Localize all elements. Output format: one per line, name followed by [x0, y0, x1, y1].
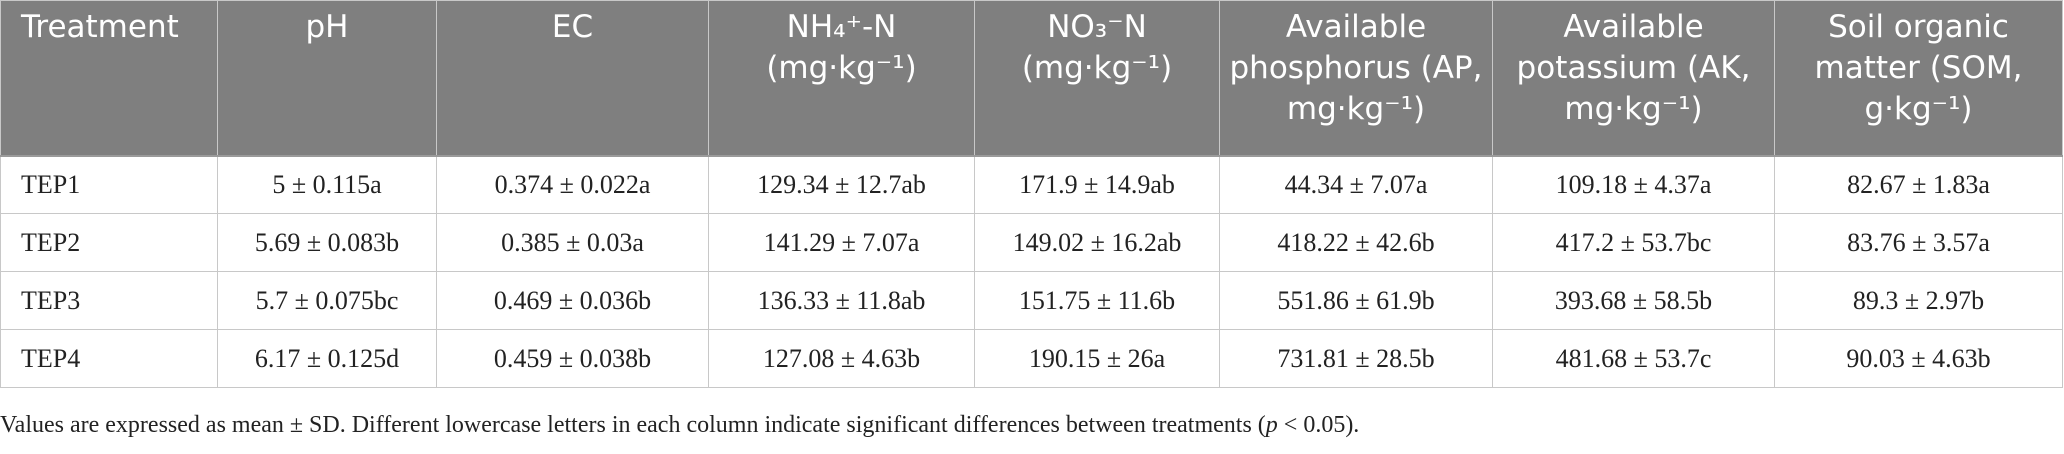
table-cell: 0.459 ± 0.038b — [436, 329, 709, 388]
header-row: Treatment pH EC NH₄⁺-N (mg·kg⁻¹) NO₃⁻N (… — [0, 0, 2063, 157]
table-cell: TEP1 — [0, 155, 218, 214]
footnote-p-symbol: p — [1265, 412, 1278, 438]
table-cell: TEP2 — [0, 213, 218, 272]
header-ph: pH — [217, 0, 437, 157]
table-cell: 0.385 ± 0.03a — [436, 213, 709, 272]
table-cell: 551.86 ± 61.9b — [1219, 271, 1493, 330]
table-cell: 5.69 ± 0.083b — [217, 213, 437, 272]
header-ec: EC — [436, 0, 709, 157]
table-cell: 83.76 ± 3.57a — [1774, 213, 2063, 272]
table-cell: 136.33 ± 11.8ab — [708, 271, 975, 330]
header-available-potassium: Available potassium (AK, mg·kg⁻¹) — [1492, 0, 1775, 157]
table-cell: 417.2 ± 53.7bc — [1492, 213, 1775, 272]
table-cell: 5.7 ± 0.075bc — [217, 271, 437, 330]
table-cell: 190.15 ± 26a — [974, 329, 1220, 388]
table-cell: 393.68 ± 58.5b — [1492, 271, 1775, 330]
table-row: TEP3 5.7 ± 0.075bc 0.469 ± 0.036b 136.33… — [0, 271, 2063, 330]
table-cell: 90.03 ± 4.63b — [1774, 329, 2063, 388]
table-cell: 129.34 ± 12.7ab — [708, 155, 975, 214]
header-nh4-n: NH₄⁺-N (mg·kg⁻¹) — [708, 0, 975, 157]
table-row: TEP2 5.69 ± 0.083b 0.385 ± 0.03a 141.29 … — [0, 213, 2063, 272]
table-cell: 418.22 ± 42.6b — [1219, 213, 1493, 272]
table-cell: TEP3 — [0, 271, 218, 330]
footnote-text-end: < 0.05). — [1277, 412, 1360, 438]
table-cell: 151.75 ± 11.6b — [974, 271, 1220, 330]
table-cell: 149.02 ± 16.2ab — [974, 213, 1220, 272]
table-cell: 89.3 ± 2.97b — [1774, 271, 2063, 330]
table-cell: 481.68 ± 53.7c — [1492, 329, 1775, 388]
table-cell: 0.469 ± 0.036b — [436, 271, 709, 330]
table-cell: 5 ± 0.115a — [217, 155, 437, 214]
header-no3-n: NO₃⁻N (mg·kg⁻¹) — [974, 0, 1220, 157]
header-treatment: Treatment — [0, 0, 218, 157]
footnote-text: Values are expressed as mean ± SD. Diffe… — [0, 412, 1266, 438]
soil-properties-table: Treatment pH EC NH₄⁺-N (mg·kg⁻¹) NO₃⁻N (… — [0, 0, 2063, 388]
table-cell: 44.34 ± 7.07a — [1219, 155, 1493, 214]
header-soil-organic-matter: Soil organic matter (SOM, g·kg⁻¹) — [1774, 0, 2063, 157]
header-available-phosphorus: Available phosphorus (AP, mg·kg⁻¹) — [1219, 0, 1493, 157]
table-cell: 141.29 ± 7.07a — [708, 213, 975, 272]
table-cell: 127.08 ± 4.63b — [708, 329, 975, 388]
table-cell: 109.18 ± 4.37a — [1492, 155, 1775, 214]
table-cell: TEP4 — [0, 329, 218, 388]
table-cell: 82.67 ± 1.83a — [1774, 155, 2063, 214]
table-row: TEP4 6.17 ± 0.125d 0.459 ± 0.038b 127.08… — [0, 329, 2063, 388]
table-footnote: Values are expressed as mean ± SD. Diffe… — [0, 412, 2060, 439]
table-row: TEP1 5 ± 0.115a 0.374 ± 0.022a 129.34 ± … — [0, 155, 2063, 214]
table-cell: 171.9 ± 14.9ab — [974, 155, 1220, 214]
table-cell: 731.81 ± 28.5b — [1219, 329, 1493, 388]
data-table-container: Treatment pH EC NH₄⁺-N (mg·kg⁻¹) NO₃⁻N (… — [0, 0, 2063, 388]
table-cell: 6.17 ± 0.125d — [217, 329, 437, 388]
table-cell: 0.374 ± 0.022a — [436, 155, 709, 214]
